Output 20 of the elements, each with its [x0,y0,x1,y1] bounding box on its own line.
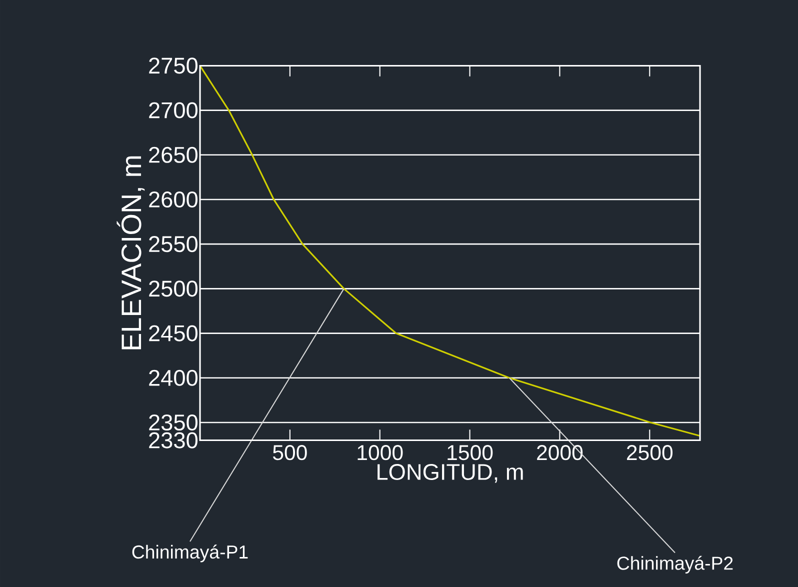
x-tick-label: 2500 [626,445,673,460]
line-series [199,64,701,437]
annotation: Chinimayá-P1 [132,544,248,562]
y-tick-label: 2700 [149,102,198,118]
x-tick-label: 1000 [358,445,403,460]
y-tick-label: 2600 [149,191,198,208]
y-axis-title: ELEVACIÓN, m [116,156,145,350]
y-tick-label: 2450 [149,325,198,342]
y-tick-label: 2330 [149,432,198,448]
y-tick-label: 2750 [149,58,198,74]
x-tick-label: 1500 [448,445,493,460]
y-tick-label: 2550 [149,236,198,252]
y-tick-label: 2500 [149,280,198,297]
annotation: Chinimayá-P2 [617,556,733,574]
x-tick-label: 2000 [537,445,583,460]
y-tick-label: 2350 [149,414,198,431]
x-tick-label: 500 [272,445,307,460]
y-tick-label: 2650 [149,146,198,163]
y-tick-label: 2400 [149,370,198,386]
x-axis-title: LONGITUD, m [378,464,523,483]
